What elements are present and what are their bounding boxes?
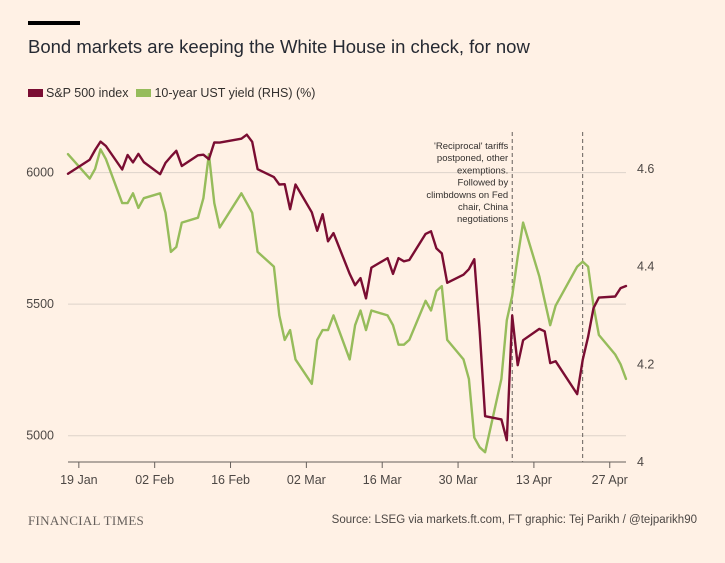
x-tick-label: 16 Feb (211, 473, 250, 487)
legend-item-ust-yield: 10-year UST yield (RHS) (%) (136, 86, 315, 100)
ft-brand: FINANCIAL TIMES (28, 513, 145, 528)
left-tick-6000: 6000 (26, 166, 54, 180)
x-tick-label: 19 Jan (60, 473, 98, 487)
legend-swatch-ust-yield (136, 89, 152, 97)
series-line-ust-yield (66, 148, 628, 454)
source-note: Source: LSEG via markets.ft.com, FT grap… (331, 514, 697, 526)
x-tick-label: 13 Apr (516, 473, 552, 487)
x-tick-label: 02 Feb (135, 473, 174, 487)
chart-title: Bond markets are keeping the White House… (28, 36, 530, 57)
legend-label-ust-yield: 10-year UST yield (RHS) (%) (154, 86, 316, 100)
x-tick-label: 16 Mar (363, 473, 402, 487)
legend-swatch-sp500 (28, 89, 43, 97)
annotation-line: climbdowns on Fed (426, 190, 508, 201)
annotation-line: Followed by (458, 178, 509, 189)
series-line-sp500 (66, 133, 628, 442)
right-tick-4.2: 4.2 (637, 357, 654, 371)
legend-item-sp500: S&P 500 index (28, 86, 128, 100)
annotation-line: exemptions. (457, 165, 508, 176)
legend-label-sp500: S&P 500 index (46, 86, 129, 100)
x-tick-label: 30 Mar (439, 473, 478, 487)
left-tick-5000: 5000 (26, 429, 54, 443)
annotation-line: postponed, other (437, 153, 508, 164)
annotation-line: 'Reciprocal' tariffs (434, 141, 508, 152)
right-tick-4: 4 (637, 455, 644, 469)
annotation-line: negotiations (457, 214, 508, 225)
x-tick-label: 02 Mar (287, 473, 326, 487)
title-accent-bar (28, 21, 80, 25)
right-tick-4.4: 4.4 (637, 260, 654, 274)
legend: S&P 500 index 10-year UST yield (RHS) (%… (28, 86, 323, 100)
annotation-line: chair, China (458, 202, 509, 213)
x-tick-label: 27 Apr (592, 473, 628, 487)
left-tick-5500: 5500 (26, 297, 54, 311)
right-tick-4.6: 4.6 (637, 162, 654, 176)
